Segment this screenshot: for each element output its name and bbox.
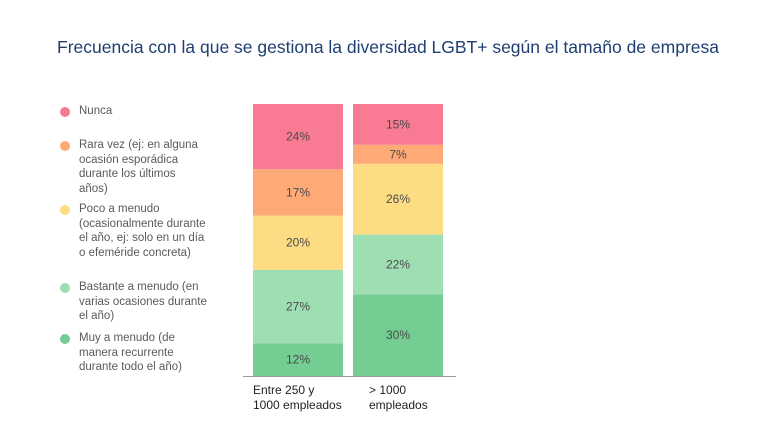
legend-label-nunca: Nunca <box>79 105 113 117</box>
data-label-poco-a-menudo-2: 26% <box>386 192 410 206</box>
category-label-2: > 1000 empleados <box>369 383 428 412</box>
bar-segment-bastante-a-menudo-1 <box>253 269 343 344</box>
legend-label-muy-a-menudo: Muy a menudo (de manera recurrente duran… <box>79 332 182 373</box>
data-label-poco-a-menudo-1: 20% <box>286 236 310 250</box>
legend-swatch-muy-a-menudo <box>60 334 70 344</box>
data-label-bastante-a-menudo-2: 22% <box>386 257 410 271</box>
legend-label-rara-vez: Rara vez (ej: en alguna ocasión esporádi… <box>79 139 198 195</box>
bar-segment-bastante-a-menudo-2 <box>353 234 443 295</box>
legend-item-bastante-a-menudo: Bastante a menudo (en varias ocasiones d… <box>60 280 207 324</box>
legend-item-muy-a-menudo: Muy a menudo (de manera recurrente duran… <box>60 331 207 375</box>
data-label-nunca-2: 15% <box>386 117 410 131</box>
legend-label-bastante-a-menudo: Bastante a menudo (en varias ocasiones d… <box>79 281 207 322</box>
bar-segment-rara-vez-1 <box>253 169 343 216</box>
bar-segment-rara-vez-2 <box>353 144 443 164</box>
data-label-rara-vez-2: 7% <box>389 147 407 161</box>
legend-swatch-nunca <box>60 107 70 117</box>
bar-segment-poco-a-menudo-1 <box>253 215 343 270</box>
bar-segment-nunca-2 <box>353 104 443 145</box>
data-label-rara-vez-1: 17% <box>286 185 310 199</box>
data-label-muy-a-menudo-1: 12% <box>286 353 310 367</box>
data-label-nunca-1: 24% <box>286 130 310 144</box>
data-label-muy-a-menudo-2: 30% <box>386 328 410 342</box>
legend-swatch-poco-a-menudo <box>60 205 70 215</box>
bar-segment-nunca-1 <box>253 104 343 170</box>
legend-item-rara-vez: Rara vez (ej: en alguna ocasión esporádi… <box>60 138 207 196</box>
category-label-1: Entre 250 y 1000 empleados <box>253 383 342 412</box>
legend-item-nunca: Nunca <box>60 104 207 119</box>
legend-swatch-bastante-a-menudo <box>60 283 70 293</box>
legend-label-poco-a-menudo: Poco a menudo (ocasionalmente durante el… <box>79 203 206 259</box>
bar-segment-poco-a-menudo-2 <box>353 163 443 235</box>
data-label-bastante-a-menudo-1: 27% <box>286 300 310 314</box>
bar-segment-muy-a-menudo-2 <box>353 294 443 376</box>
chart-title: Frecuencia con la que se gestiona la div… <box>57 37 719 57</box>
legend-item-poco-a-menudo: Poco a menudo (ocasionalmente durante el… <box>60 202 207 260</box>
legend-swatch-rara-vez <box>60 141 70 151</box>
bar-segment-muy-a-menudo-1 <box>253 343 343 376</box>
